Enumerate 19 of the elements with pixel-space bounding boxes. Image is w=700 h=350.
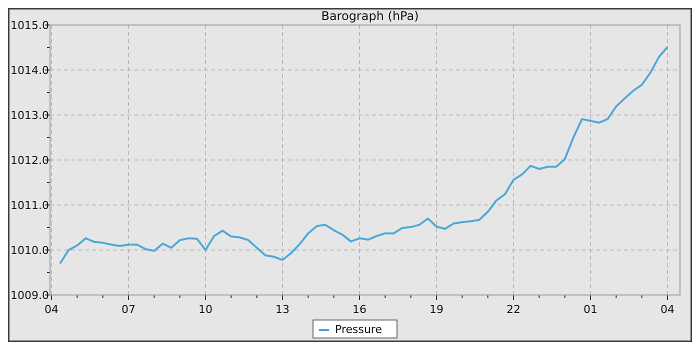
x-tick-label: 10 [198,303,212,316]
y-tick-label: 1014.0 [10,64,49,77]
y-tick-label: 1009.0 [10,289,49,302]
y-tick-label: 1011.0 [10,199,49,212]
x-tick-label: 04 [660,303,674,316]
chart-title: Barograph (hPa) [321,9,419,23]
y-tick-label: 1012.0 [10,154,49,167]
x-tick-label: 22 [506,303,520,316]
y-tick-label: 1010.0 [10,244,49,257]
line-series [59,46,668,264]
x-tick-label: 19 [430,303,444,316]
y-tick-label: 1013.0 [10,109,49,122]
y-tick-label: 1015.0 [10,19,49,32]
x-tick-label: 04 [44,303,58,316]
x-tick-label: 13 [276,303,290,316]
x-tick-label: 16 [352,303,366,316]
x-tick-label: 07 [122,303,136,316]
legend-label: Pressure [335,323,382,336]
x-tick-label: 01 [584,303,598,316]
